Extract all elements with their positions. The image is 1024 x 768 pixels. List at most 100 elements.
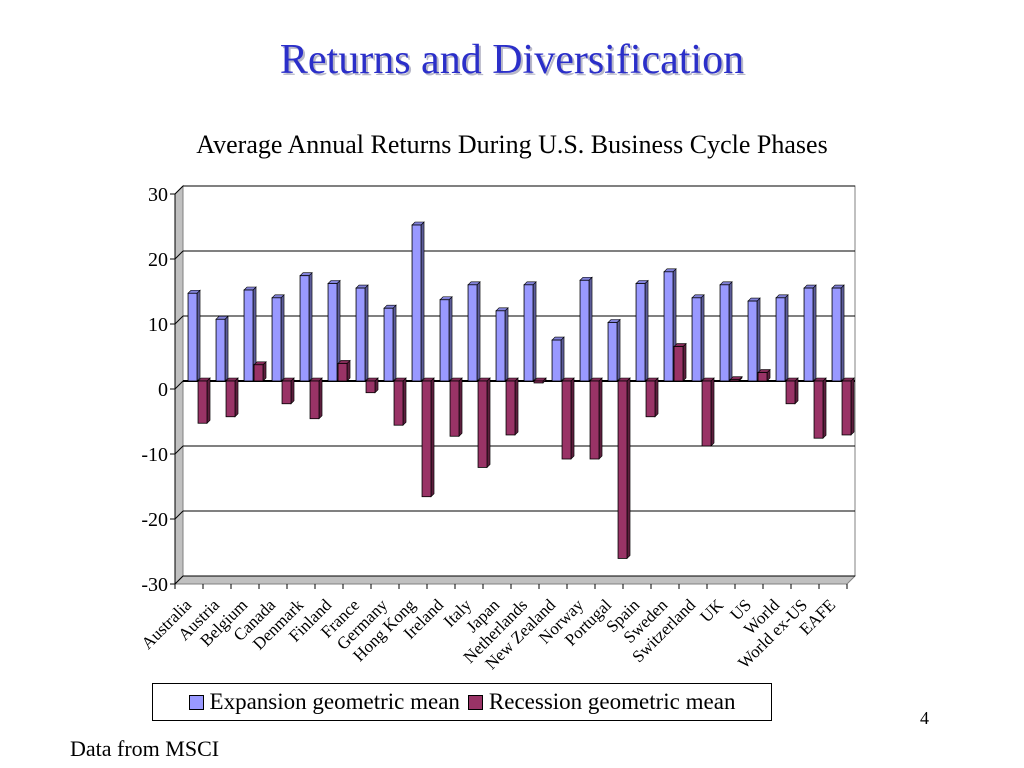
expansion-bar xyxy=(215,318,226,382)
expansion-bar-side xyxy=(448,296,453,382)
legend-swatch-recession xyxy=(467,694,483,710)
recession-bar-side xyxy=(626,377,631,560)
expansion-bar-side xyxy=(476,281,481,382)
source-note: Data from MSCI xyxy=(70,736,220,761)
expansion-bar-side xyxy=(756,297,761,382)
expansion-bar-side xyxy=(784,294,789,382)
recession-bar-side xyxy=(822,377,827,439)
expansion-bar xyxy=(607,322,618,382)
expansion-bar xyxy=(327,283,338,382)
recession-bar-side xyxy=(346,359,351,382)
expansion-bar xyxy=(719,284,730,382)
gridline-side xyxy=(174,250,184,260)
recession-bar xyxy=(617,380,628,559)
recession-bar-side xyxy=(290,377,295,405)
y-tick-label: 0 xyxy=(158,379,168,401)
recession-bar-side xyxy=(570,377,575,460)
y-tick-label: 30 xyxy=(148,184,168,206)
expansion-bar-side xyxy=(588,276,593,382)
expansion-bar-side xyxy=(700,294,705,382)
recession-bar-side xyxy=(486,377,491,469)
expansion-bar xyxy=(271,297,282,382)
recession-bar xyxy=(449,380,460,437)
gridline-side xyxy=(174,510,184,520)
y-tick-label: -30 xyxy=(141,574,168,596)
expansion-bar-side xyxy=(392,304,397,382)
recession-bar-side xyxy=(710,377,715,447)
expansion-bar-side xyxy=(504,307,509,382)
expansion-bar xyxy=(803,287,814,382)
recession-bar-side xyxy=(402,377,407,426)
expansion-bar xyxy=(635,283,646,382)
expansion-bar-side xyxy=(224,315,229,382)
recession-bar-side xyxy=(598,377,603,460)
legend-item-recession: Recession geometric mean xyxy=(467,689,736,715)
recession-bar xyxy=(309,380,320,420)
recession-bar-side xyxy=(514,377,519,436)
expansion-bar-side xyxy=(560,336,565,382)
recession-bar xyxy=(813,380,824,439)
chart-title: Average Annual Returns During U.S. Busin… xyxy=(196,130,828,159)
bar-chart: 3020100-10-20-30AustraliaAustriaBelgiumC… xyxy=(138,184,857,673)
recession-bar-side xyxy=(458,377,463,437)
y-tick-label: 20 xyxy=(148,249,168,271)
recession-bar xyxy=(365,380,376,394)
recession-bar xyxy=(253,364,264,382)
recession-bar xyxy=(477,380,488,468)
legend-item-expansion: Expansion geometric mean xyxy=(188,689,460,715)
expansion-bar xyxy=(187,292,198,382)
recession-bar xyxy=(729,379,740,382)
expansion-bar xyxy=(579,279,590,382)
legend-label-recession: Recession geometric mean xyxy=(488,689,736,714)
recession-bar xyxy=(589,380,600,460)
expansion-bar xyxy=(411,224,422,382)
gridline-side xyxy=(174,185,184,195)
recession-bar xyxy=(645,380,656,418)
recession-bar-side xyxy=(206,377,211,424)
legend-swatch-expansion xyxy=(188,694,204,710)
gridline-side xyxy=(174,315,184,325)
expansion-bar-side xyxy=(728,281,733,382)
recession-bar-side xyxy=(234,377,239,418)
slide-title: Returns and Diversification xyxy=(279,37,745,83)
recession-bar xyxy=(281,380,292,405)
expansion-bar xyxy=(439,299,450,382)
recession-bar xyxy=(561,380,572,460)
expansion-bar-side xyxy=(308,271,313,382)
recession-bar-side xyxy=(850,377,855,436)
expansion-bar-side xyxy=(364,284,369,382)
gridline-side xyxy=(174,575,184,585)
recession-bar xyxy=(337,363,348,382)
gridline-side xyxy=(174,380,184,390)
expansion-bar-side xyxy=(196,289,201,382)
expansion-bar-side xyxy=(616,318,621,382)
recession-bar xyxy=(673,346,684,382)
recession-bar xyxy=(225,380,236,418)
recession-bar xyxy=(197,380,208,424)
recession-bar xyxy=(421,380,432,498)
recession-bar xyxy=(505,380,516,436)
expansion-bar-side xyxy=(840,284,845,382)
recession-bar-side xyxy=(654,377,659,418)
recession-bar xyxy=(757,372,768,382)
expansion-bar xyxy=(355,287,366,382)
recession-bar-side xyxy=(318,377,323,420)
expansion-bar xyxy=(523,284,534,382)
gridline-side xyxy=(174,445,184,455)
expansion-bar xyxy=(243,289,254,382)
recession-bar-side xyxy=(430,377,435,498)
page-number: 4 xyxy=(920,708,929,728)
expansion-bar xyxy=(467,284,478,382)
recession-bar xyxy=(533,380,544,384)
recession-bar xyxy=(785,380,796,405)
x-tick-label: UK xyxy=(696,595,727,626)
y-tick-label: -10 xyxy=(141,444,168,466)
plot-floor xyxy=(173,575,857,585)
expansion-bar-side xyxy=(812,284,817,382)
recession-bar xyxy=(701,380,712,447)
expansion-bar xyxy=(495,310,506,382)
recession-bar-side xyxy=(794,377,799,405)
expansion-bar xyxy=(691,297,702,382)
expansion-bar xyxy=(775,297,786,382)
expansion-bar xyxy=(383,307,394,382)
